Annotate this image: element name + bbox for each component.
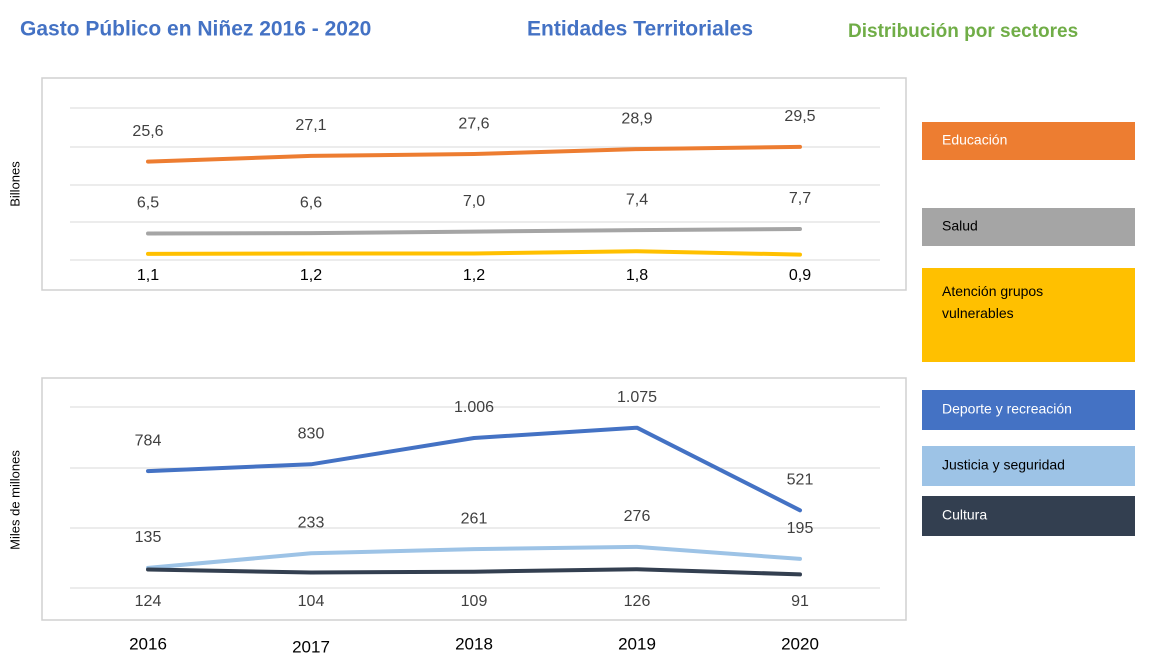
- grid: [70, 406, 880, 589]
- legend-label: Salud: [942, 218, 978, 234]
- data-label: 126: [624, 593, 651, 610]
- legend-swatch: [922, 268, 1135, 362]
- data-label: 27,6: [458, 115, 489, 132]
- y-axis-label: Billones: [7, 161, 22, 207]
- legend-swatch: [922, 496, 1135, 536]
- legend-label: Deporte y recreación: [942, 401, 1072, 417]
- data-label: 6,5: [137, 195, 159, 212]
- legend-label-part: vulnerables: [942, 305, 1014, 321]
- chart-frame: [41, 77, 907, 291]
- series-line: [146, 249, 802, 257]
- x-tick-label: 2018: [455, 634, 493, 653]
- legend-label: Justicia y seguridad: [942, 457, 1065, 473]
- data-label: 276: [624, 508, 651, 525]
- data-label: 27,1: [295, 117, 326, 134]
- data-label: 195: [787, 520, 814, 537]
- legend-label: Cultura: [942, 507, 987, 523]
- chart-frame: [41, 377, 907, 621]
- series-line: [146, 544, 802, 570]
- legend-swatch: [922, 208, 1135, 246]
- data-label: 109: [461, 593, 488, 610]
- data-label: 1,2: [300, 267, 322, 284]
- data-label: 1,2: [463, 267, 485, 284]
- x-tick-label: 2020: [781, 634, 819, 653]
- legend-title: Distribución por sectores: [848, 21, 1078, 42]
- data-label: 261: [461, 510, 488, 527]
- legend-label: Educación: [942, 132, 1007, 148]
- y-axis-label: Miles de millones: [7, 450, 22, 550]
- data-label: 1.006: [454, 399, 494, 416]
- series-line: [146, 227, 802, 236]
- legend-swatch: [922, 390, 1135, 430]
- series-line: [146, 567, 802, 577]
- data-label: 1.075: [617, 389, 657, 406]
- x-tick-label: 2019: [618, 634, 656, 653]
- legend-swatch: [922, 122, 1135, 160]
- data-label: 135: [135, 529, 162, 546]
- subtitle: Entidades Territoriales: [527, 18, 753, 41]
- data-label: 91: [791, 593, 809, 610]
- data-label: 104: [298, 593, 325, 610]
- data-label: 784: [135, 432, 162, 449]
- legend-label: Atención grupos vulnerables: [942, 283, 1043, 321]
- x-tick-label: 2017: [292, 637, 330, 654]
- data-label: 1,8: [626, 267, 648, 284]
- data-label: 233: [298, 514, 325, 531]
- data-label: 7,0: [463, 193, 485, 210]
- series-line: [146, 144, 802, 164]
- data-label: 0,9: [789, 267, 811, 284]
- data-label: 28,9: [621, 110, 652, 127]
- data-label: 521: [787, 472, 814, 489]
- data-label: 830: [298, 425, 325, 442]
- legend-label-part: Atención grupos: [942, 283, 1043, 299]
- title: Gasto Público en Niñez 2016 - 2020: [20, 18, 371, 41]
- series-line: [146, 425, 802, 513]
- data-label: 7,4: [626, 191, 648, 208]
- data-label: 6,6: [300, 194, 322, 211]
- data-label: 124: [135, 593, 162, 610]
- data-label: 25,6: [132, 123, 163, 140]
- data-label: 1,1: [137, 267, 159, 284]
- x-tick-label: 2016: [129, 634, 167, 653]
- legend-swatch: [922, 446, 1135, 486]
- data-label: 29,5: [784, 108, 815, 125]
- data-label: 7,7: [789, 190, 811, 207]
